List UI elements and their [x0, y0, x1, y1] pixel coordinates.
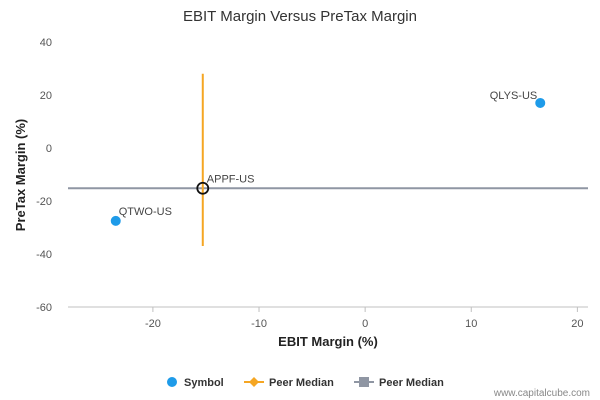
- scatter-points: QLYS-US QTWO-US APPF-US: [110, 90, 546, 226]
- y-tick-labels: 40 20 0 -20 -40 -60: [36, 37, 52, 314]
- legend: Symbol Peer Median Peer Median: [167, 377, 444, 389]
- point-label: QLYS-US: [490, 90, 537, 102]
- legend-symbol-circle: [167, 377, 177, 387]
- legend-gray-square: [359, 377, 369, 387]
- y-axis-label: PreTax Margin (%): [13, 119, 28, 231]
- y-tick-label: -20: [36, 196, 52, 208]
- x-tick-label: -20: [145, 318, 161, 330]
- y-tick-label: -40: [36, 249, 52, 261]
- x-tick-labels: -20 -10 0 10 20: [145, 307, 584, 330]
- legend-symbol-label: Symbol: [184, 377, 224, 389]
- point-label: APPF-US: [207, 173, 255, 185]
- x-tick-label: 0: [362, 318, 368, 330]
- y-tick-label: 0: [46, 143, 52, 155]
- x-tick-label: -10: [251, 318, 267, 330]
- y-tick-label: -60: [36, 302, 52, 314]
- peer-median-lines: [68, 73, 588, 247]
- x-tick-label: 20: [571, 318, 583, 330]
- point-appf-us[interactable]: [196, 181, 210, 195]
- legend-peer-median-label-1: Peer Median: [269, 377, 334, 389]
- point-qlys-us[interactable]: [535, 97, 546, 108]
- point-qtwo-us[interactable]: [110, 215, 121, 226]
- x-axis-label: EBIT Margin (%): [278, 334, 378, 349]
- x-tick-label: 10: [465, 318, 477, 330]
- legend-item-symbol[interactable]: Symbol: [167, 377, 224, 389]
- y-tick-label: 20: [40, 90, 52, 102]
- chart-title: EBIT Margin Versus PreTax Margin: [183, 8, 417, 25]
- point-label: QTWO-US: [119, 206, 172, 218]
- legend-peer-median-label-2: Peer Median: [379, 377, 444, 389]
- watermark: www.capitalcube.com: [493, 388, 590, 399]
- legend-item-peer-median-horizontal[interactable]: Peer Median: [354, 377, 444, 389]
- legend-orange-diamond: [249, 377, 259, 387]
- y-tick-label: 40: [40, 37, 52, 49]
- legend-item-peer-median-vertical[interactable]: Peer Median: [244, 377, 334, 389]
